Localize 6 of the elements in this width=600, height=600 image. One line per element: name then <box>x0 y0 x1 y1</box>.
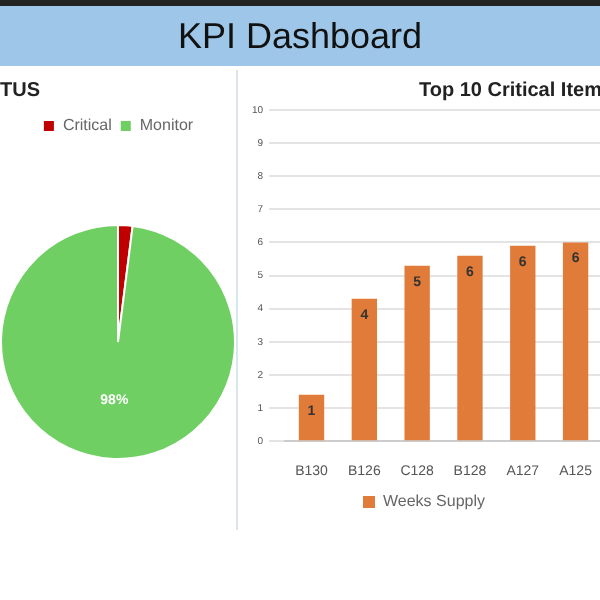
text: KPI Dashboard <box>177 15 423 57</box>
chart-title: TUS <box>0 79 41 102</box>
legend-label: Monitor <box>139 116 194 135</box>
legend-label: Weeks Supply <box>383 492 486 511</box>
legend-label: Critical <box>62 116 113 135</box>
chart-title: Top 10 Critical Item <box>418 79 600 102</box>
